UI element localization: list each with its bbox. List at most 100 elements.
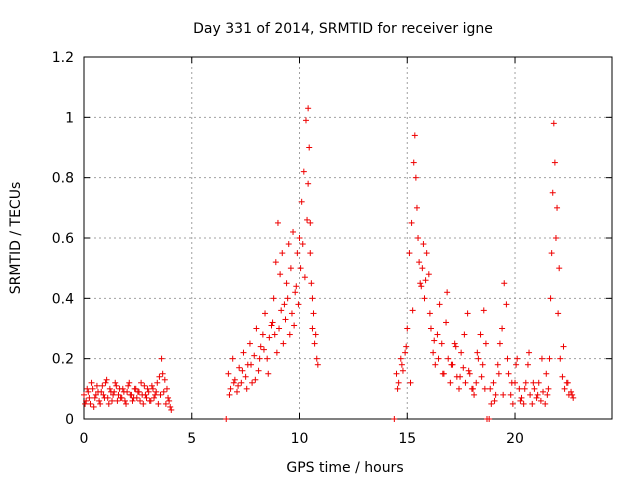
data-point <box>478 373 485 380</box>
x-tick-label: 5 <box>187 431 196 447</box>
data-point <box>286 331 293 338</box>
data-point <box>461 331 468 338</box>
data-point <box>294 250 301 257</box>
data-point <box>81 391 87 398</box>
data-point <box>559 373 566 380</box>
data-point <box>146 397 153 404</box>
data-point <box>551 159 558 166</box>
data-point <box>281 301 288 308</box>
data-point <box>549 189 556 196</box>
data-point <box>488 400 495 407</box>
data-point <box>166 397 173 404</box>
data-point <box>295 301 302 308</box>
data-point <box>92 391 99 398</box>
data-point <box>89 385 96 392</box>
data-point <box>547 295 554 302</box>
data-point <box>287 265 294 272</box>
data-point <box>451 340 458 347</box>
data-point <box>409 307 416 314</box>
data-point <box>277 271 284 278</box>
data-point <box>105 400 112 407</box>
data-point <box>426 310 433 317</box>
plot-frame <box>83 56 613 420</box>
data-point <box>115 391 122 398</box>
data-point <box>154 379 161 386</box>
y-tick-label: 1 <box>65 110 74 126</box>
data-point <box>251 352 258 359</box>
data-point <box>543 370 550 377</box>
data-point <box>431 337 438 344</box>
data-point <box>239 367 246 374</box>
data-point <box>423 250 430 257</box>
data-point <box>406 250 413 257</box>
data-point <box>262 310 269 317</box>
data-point <box>141 382 148 389</box>
x-tick-label: 10 <box>291 431 309 447</box>
data-point <box>479 361 486 368</box>
data-point <box>248 361 255 368</box>
data-point <box>288 310 295 317</box>
data-point <box>153 388 160 395</box>
data-point <box>307 250 314 257</box>
data-point <box>85 388 92 395</box>
data-point <box>308 280 315 287</box>
data-point <box>259 331 266 338</box>
data-point <box>309 325 316 332</box>
data-point <box>238 379 245 386</box>
data-point <box>529 400 536 407</box>
data-point <box>107 388 114 395</box>
data-point <box>417 280 424 287</box>
data-point <box>415 235 422 241</box>
data-point <box>495 370 502 377</box>
data-point <box>225 370 232 377</box>
data-point <box>298 198 305 205</box>
data-point <box>432 361 439 368</box>
data-point <box>474 349 481 356</box>
data-point <box>243 385 250 392</box>
axis-ticks: 0 0.2 0.4 0.6 0.8 1 1.2 0 5 10 15 20 <box>52 50 612 447</box>
data-point <box>398 361 405 368</box>
data-point <box>265 370 272 377</box>
data-point <box>557 355 564 362</box>
data-point <box>548 250 555 257</box>
data-point <box>112 379 119 386</box>
data-point <box>310 310 317 317</box>
data-point <box>410 159 417 166</box>
data-point <box>481 385 488 392</box>
data-point <box>264 355 271 362</box>
data-point <box>160 388 167 395</box>
data-point <box>544 391 551 398</box>
data-point <box>87 400 94 407</box>
data-point <box>402 349 409 356</box>
data-point <box>546 355 553 362</box>
data-point <box>521 385 528 392</box>
data-point <box>163 385 170 392</box>
data-point <box>436 301 443 308</box>
data-point <box>477 331 484 338</box>
data-point <box>552 235 559 241</box>
data-point <box>123 400 130 407</box>
data-point <box>438 340 445 347</box>
data-point <box>300 168 307 175</box>
data-point <box>419 265 426 272</box>
data-point <box>480 307 487 314</box>
data-point <box>223 416 230 422</box>
data-point <box>291 322 298 329</box>
data-point <box>533 394 540 401</box>
chart-title: Day 331 of 2014, SRMTID for receiver ign… <box>193 21 493 37</box>
data-point <box>242 373 249 380</box>
data-point <box>118 394 125 401</box>
data-point <box>408 219 415 226</box>
data-point <box>435 355 442 362</box>
x-tick-label: 15 <box>398 431 416 447</box>
data-point <box>84 385 91 392</box>
data-point <box>304 216 311 223</box>
data-point <box>114 397 121 404</box>
data-point <box>149 385 156 392</box>
data-point <box>518 394 525 401</box>
data-point <box>513 361 520 368</box>
data-point <box>560 343 567 350</box>
y-axis-label: SRMTID / TECUs <box>8 182 24 295</box>
data-point <box>487 385 494 392</box>
x-tick-label: 20 <box>506 431 524 447</box>
